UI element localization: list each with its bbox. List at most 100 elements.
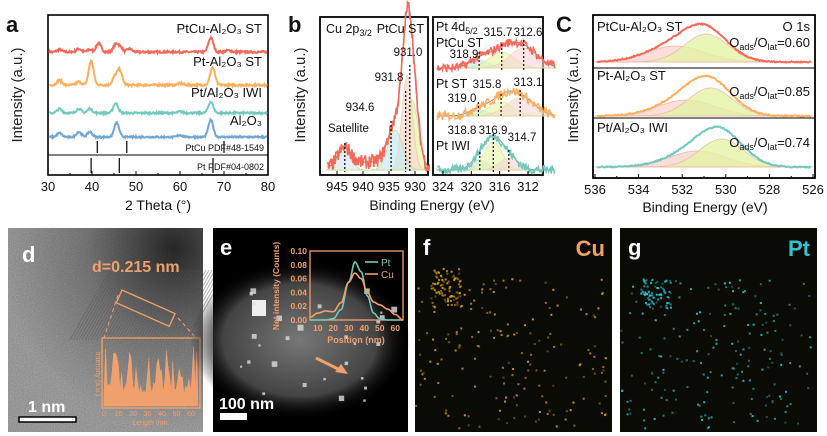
eds-signal xyxy=(543,369,546,372)
eds-signal xyxy=(651,388,654,391)
eds-signal xyxy=(445,270,448,273)
eds-signal xyxy=(648,295,651,298)
eds-signal xyxy=(767,366,770,369)
text-part: O xyxy=(729,35,739,50)
eds-signal xyxy=(664,291,667,294)
eds-signal xyxy=(430,287,433,290)
eds-signal xyxy=(768,279,771,282)
eds-signal xyxy=(638,336,641,339)
xps-trace-pt xyxy=(436,87,556,122)
eds-signal xyxy=(703,401,706,404)
eds-signal xyxy=(752,387,755,390)
eds-signal xyxy=(453,299,456,302)
nanoparticle xyxy=(376,319,381,324)
eds-signal xyxy=(435,291,438,294)
lattice-fringe xyxy=(144,269,186,341)
x-tick-label: 20 xyxy=(329,323,339,333)
eds-signal xyxy=(742,291,745,294)
x-tick-label: 316 xyxy=(489,179,511,194)
x-tick-label: 534 xyxy=(628,182,650,197)
eds-signal xyxy=(441,278,444,281)
eds-signal xyxy=(717,288,720,291)
eds-signal xyxy=(579,363,582,366)
peak-label: 314.7 xyxy=(508,132,537,144)
eds-signal xyxy=(458,291,461,294)
eds-signal xyxy=(418,339,421,342)
eds-signal xyxy=(759,302,762,305)
x-tick-label: 530 xyxy=(715,182,737,197)
eds-signal xyxy=(419,369,422,372)
y-tick-label: 0.08 xyxy=(290,260,307,270)
lattice-fringe xyxy=(129,269,171,341)
lattice-fringe xyxy=(117,269,159,341)
eds-signal xyxy=(458,272,461,275)
eds-signal xyxy=(649,298,652,301)
eds-signal xyxy=(669,281,672,284)
eds-signal xyxy=(643,280,646,283)
eds-signal xyxy=(579,308,582,311)
nanoparticle xyxy=(249,292,253,296)
eds-signal xyxy=(640,352,643,355)
eds-signal xyxy=(477,331,480,334)
eds-signal xyxy=(715,338,718,341)
eds-signal xyxy=(538,384,541,387)
eds-signal xyxy=(432,305,435,308)
eds-signal xyxy=(729,312,732,315)
eds-signal xyxy=(748,379,751,382)
x-axis-label: Binding Energy (eV) xyxy=(642,199,767,215)
nanoparticle xyxy=(250,288,257,295)
subscript: lat xyxy=(768,91,778,101)
eds-signal xyxy=(565,296,568,299)
eds-signal xyxy=(732,402,735,405)
eds-signal xyxy=(663,388,666,391)
eds-signal xyxy=(672,327,675,330)
nanoparticle xyxy=(376,342,381,346)
x-tick-label: 945 xyxy=(326,179,348,194)
nanoparticle xyxy=(338,395,345,402)
eds-signal xyxy=(793,307,796,310)
eds-signal xyxy=(507,361,510,364)
eds-signal xyxy=(662,371,665,374)
eds-signal xyxy=(423,377,426,380)
eds-signal xyxy=(679,282,682,285)
eds-signal xyxy=(723,313,726,316)
eds-signal xyxy=(662,287,665,290)
eds-signal xyxy=(697,320,700,323)
eds-signal xyxy=(756,419,759,422)
peak-label: 316.9 xyxy=(479,125,508,137)
inset-x-tick-label: 60 xyxy=(187,411,195,418)
lattice-fringe xyxy=(108,269,150,341)
eds-signal xyxy=(434,295,437,298)
eds-signal xyxy=(735,377,738,380)
y-tick-label: 0.06 xyxy=(290,274,307,284)
eds-signal xyxy=(449,295,452,298)
eds-signal xyxy=(602,369,605,372)
eds-signal xyxy=(548,409,551,412)
eds-signal xyxy=(700,415,703,418)
arrow-head xyxy=(335,364,348,374)
eds-signal xyxy=(450,299,453,302)
lattice-fringe xyxy=(111,269,153,341)
nanoparticle xyxy=(297,324,304,331)
eds-signal xyxy=(456,304,459,307)
eds-signal xyxy=(759,283,762,286)
eds-signal xyxy=(630,292,633,295)
eds-signal xyxy=(643,382,646,385)
nanoparticle xyxy=(360,377,364,380)
eds-signal xyxy=(444,278,447,281)
eds-signal xyxy=(547,336,550,339)
eds-signal xyxy=(768,394,771,397)
peak-label: 319.0 xyxy=(448,93,477,105)
eds-signal xyxy=(797,422,800,425)
text-part: =0.74 xyxy=(777,135,810,150)
inset-x-tick-label: 50 xyxy=(173,411,181,418)
eds-signal xyxy=(674,398,677,401)
eds-signal xyxy=(654,381,657,384)
eds-signal xyxy=(440,289,443,292)
x-tick-label: 935 xyxy=(378,179,400,194)
lattice-fringe xyxy=(156,269,198,341)
nanoparticle xyxy=(258,344,261,347)
eds-signal xyxy=(550,313,553,316)
eds-signal xyxy=(604,380,607,383)
eds-signal xyxy=(655,301,658,304)
